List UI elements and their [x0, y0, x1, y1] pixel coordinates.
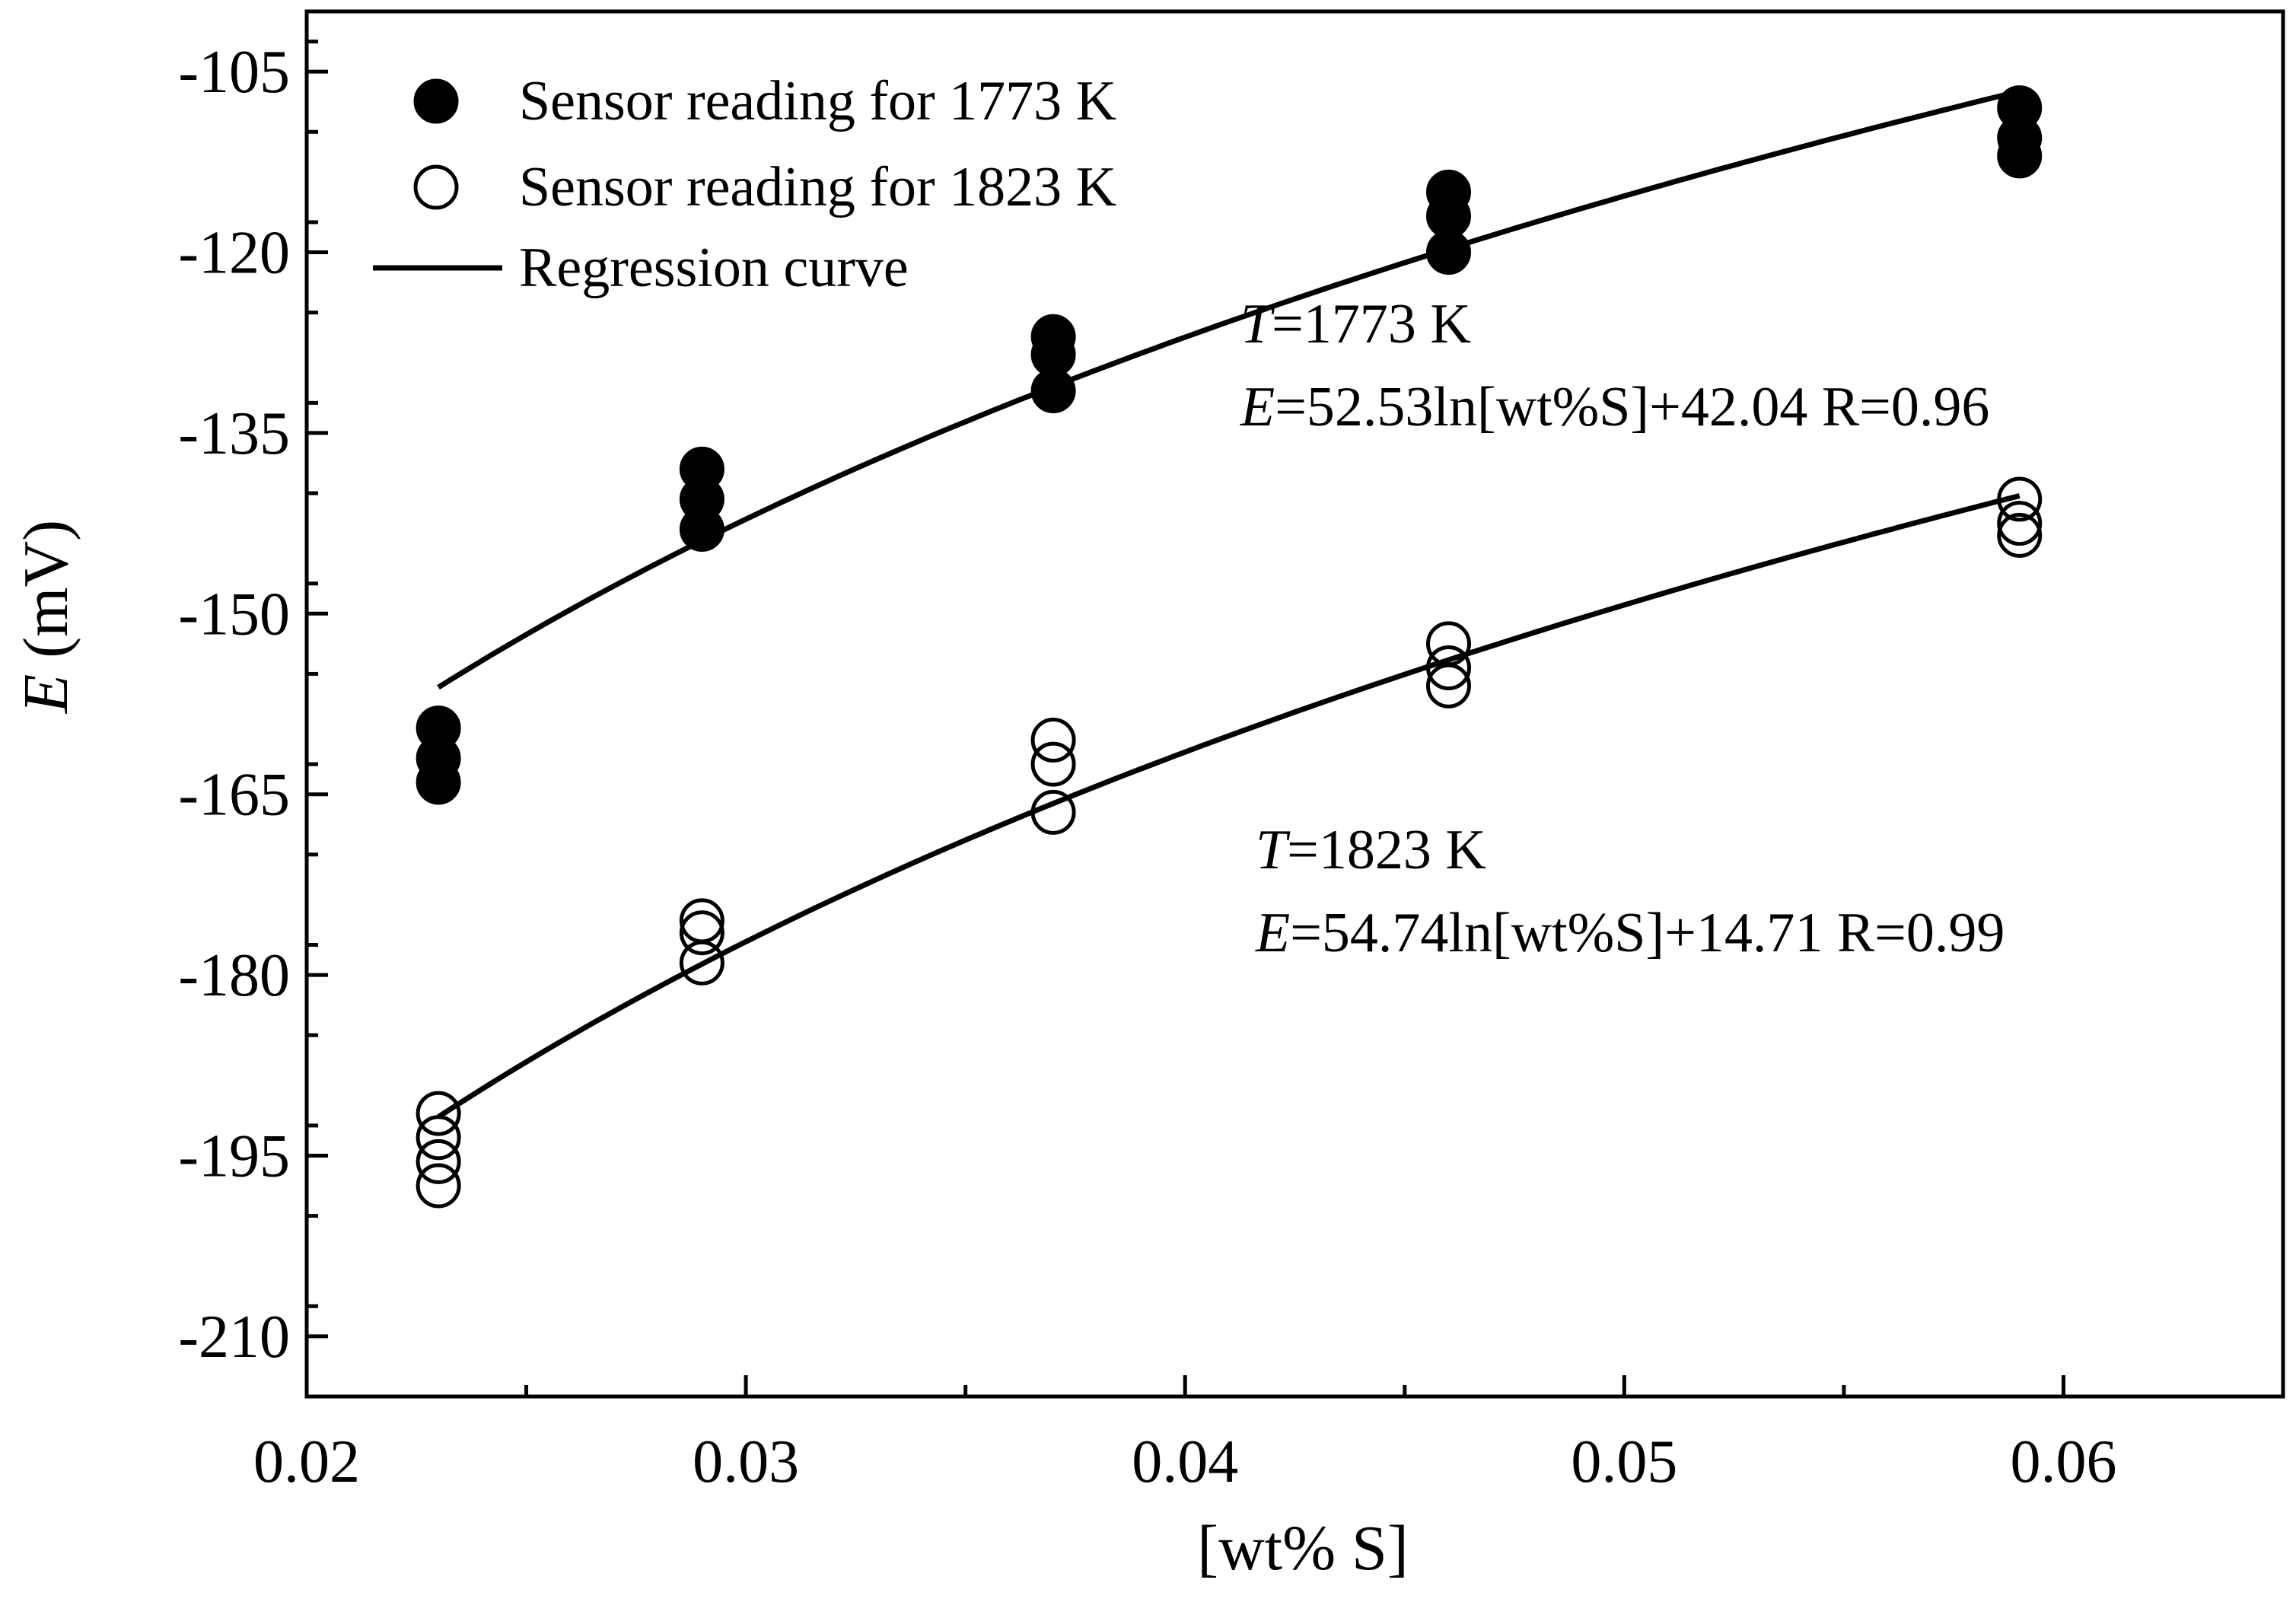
plot-frame	[304, 9, 2285, 1399]
annotation-1823-temperature-var: T	[1256, 819, 1291, 881]
x-axis: 0.02 0.03 0.04 0.05 0.06	[253, 1375, 2116, 1495]
legend-marker-open-circle	[413, 164, 459, 210]
legend: Sensor reading for 1773 K Sensor reading…	[373, 70, 1116, 299]
data-point-1773	[679, 507, 724, 553]
data-point-1823	[679, 940, 724, 986]
annotation-1823: T=1823 K E=54.74ln[wt%S]+14.71 R=0.99	[1255, 819, 2005, 964]
y-axis: -105 -120 -135 -150 -165 -180 -195 -210	[178, 39, 328, 1371]
data-point-1823	[1030, 717, 1076, 763]
annotation-1773-equation: E=52.53ln[wt%S]+42.04 R=0.96	[1240, 376, 1989, 438]
data-point-1823	[416, 1115, 461, 1161]
annotation-1823-temperature: T=1823 K	[1256, 819, 1486, 881]
legend-label-1773: Sensor reading for 1773 K	[519, 70, 1116, 132]
y-tick-label: -180	[178, 942, 290, 1009]
data-point-1823	[416, 1163, 461, 1209]
y-tick-label: -120	[178, 220, 290, 287]
plot-area	[304, 9, 2285, 1399]
annotation-1773-equation-body: =52.53ln[wt%S]+42.04 R=0.96	[1275, 376, 1989, 438]
annotation-1773-temperature-value: =1773 K	[1272, 293, 1471, 355]
data-point-1773	[1030, 368, 1076, 414]
legend-marker-filled-circle	[413, 78, 459, 124]
x-axis-title: [wt% S]	[1197, 1513, 1409, 1584]
y-axis-title-unit: (mV)	[11, 520, 81, 674]
annotation-1773-temperature: T=1773 K	[1240, 293, 1471, 355]
y-tick-label: -135	[178, 400, 290, 467]
data-point-1823	[416, 1139, 461, 1184]
x-tick-label: 0.02	[253, 1428, 360, 1495]
annotation-1823-temperature-value: =1823 K	[1287, 819, 1486, 881]
legend-label-1823: Sensor reading for 1823 K	[519, 156, 1116, 218]
data-points	[416, 85, 2043, 1209]
x-tick-label: 0.03	[693, 1428, 799, 1495]
y-tick-label: -165	[178, 762, 290, 829]
y-axis-title: E (mV)	[11, 520, 81, 714]
data-point-1823	[416, 1091, 461, 1136]
data-point-1773	[1997, 133, 2043, 179]
regression-curve-1823	[437, 493, 2021, 1119]
legend-label-regression: Regression curve	[519, 237, 909, 299]
data-point-1773	[1425, 230, 1471, 275]
y-tick-label: -195	[178, 1123, 290, 1190]
data-point-1823	[1997, 512, 2043, 558]
data-point-1823	[1425, 663, 1471, 709]
x-tick-label: 0.04	[1132, 1428, 1238, 1495]
data-point-1823	[1030, 789, 1076, 835]
y-tick-label: -150	[178, 581, 290, 648]
y-tick-label: -105	[178, 39, 290, 106]
annotation-1773-equation-var: E	[1240, 376, 1275, 438]
annotation-1823-equation-body: =54.74ln[wt%S]+14.71 R=0.99	[1290, 902, 2005, 964]
annotation-1773-temperature-var: T	[1240, 293, 1275, 355]
y-axis-title-var: E	[11, 674, 81, 714]
annotation-1773: T=1773 K E=52.53ln[wt%S]+42.04 R=0.96	[1240, 293, 1989, 438]
data-point-1823	[1030, 741, 1076, 787]
annotation-1823-equation-var: E	[1255, 902, 1290, 964]
data-point-1823	[1997, 501, 2043, 546]
y-tick-label: -210	[178, 1304, 290, 1371]
data-point-1823	[1425, 645, 1471, 691]
x-tick-label: 0.06	[2010, 1428, 2116, 1495]
data-point-1823	[1997, 476, 2043, 522]
data-point-1823	[679, 910, 724, 956]
annotation-1823-equation: E=54.74ln[wt%S]+14.71 R=0.99	[1255, 902, 2005, 964]
x-tick-label: 0.05	[1571, 1428, 1677, 1495]
data-point-1773	[416, 760, 461, 805]
